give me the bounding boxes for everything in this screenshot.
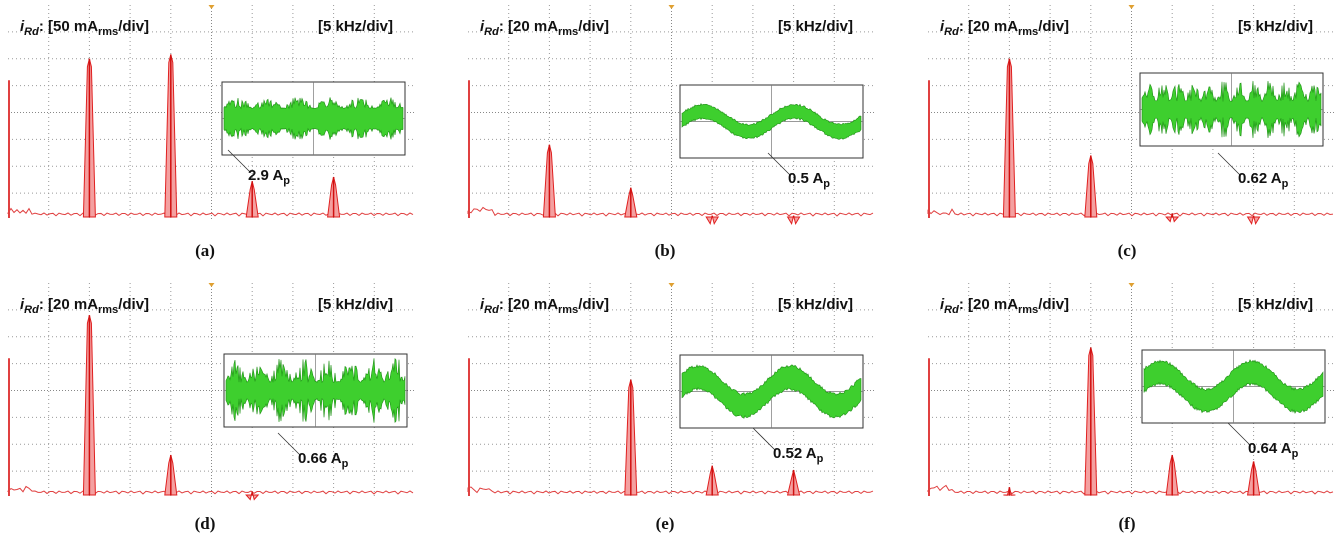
scope-panel: 2.9 Ap iRd: [50 mArms/div] [5 kHz/div] bbox=[8, 5, 415, 220]
caption: (b) bbox=[655, 241, 676, 260]
amplitude-text: 0.52 A bbox=[773, 445, 817, 462]
scope-panel: 0.5 Ap iRd: [20 mArms/div] [5 kHz/div] bbox=[468, 5, 875, 224]
waveform-inset bbox=[1142, 350, 1325, 423]
signal-sub: Rd bbox=[484, 304, 499, 316]
amplitude-sub: p bbox=[1292, 448, 1299, 460]
signal-sub: Rd bbox=[24, 304, 39, 316]
amplitude-text: 0.62 A bbox=[1238, 170, 1282, 187]
waveform-inset bbox=[1140, 73, 1323, 146]
freq-scale: [5 kHz/div] bbox=[318, 296, 393, 313]
scope-panel: 0.66 Ap iRd: [20 mArms/div] [5 kHz/div] bbox=[8, 283, 415, 500]
scale-end: /div] bbox=[578, 18, 609, 35]
scale-end: /div] bbox=[1038, 18, 1069, 35]
scale-sub: rms bbox=[98, 26, 118, 38]
amplitude-sub: p bbox=[1282, 178, 1289, 190]
amplitude-sub: p bbox=[342, 458, 349, 470]
scale-sub: rms bbox=[558, 304, 578, 316]
caption: (c) bbox=[1118, 241, 1137, 260]
scale-end: /div] bbox=[578, 296, 609, 313]
amplitude-sub: p bbox=[823, 178, 830, 190]
freq-scale: [5 kHz/div] bbox=[778, 18, 853, 35]
scale-text: : [50 mA bbox=[39, 18, 98, 35]
caption: (a) bbox=[195, 241, 215, 260]
signal-sub: Rd bbox=[944, 304, 959, 316]
amplitude-text: 0.5 A bbox=[788, 170, 823, 187]
freq-scale: [5 kHz/div] bbox=[1238, 18, 1313, 35]
signal-sub: Rd bbox=[24, 26, 39, 38]
waveform-inset bbox=[224, 354, 407, 427]
scale-sub: rms bbox=[98, 304, 118, 316]
amplitude-sub: p bbox=[817, 453, 824, 465]
scope-panel: 0.64 ApiRd: [20 mArms/div] [5 kHz/div] bbox=[928, 283, 1335, 498]
scale-text: : [20 mA bbox=[39, 296, 98, 313]
waveform-inset bbox=[680, 85, 863, 158]
caption: (f) bbox=[1119, 514, 1136, 533]
scale-end: /div] bbox=[1038, 296, 1069, 313]
waveform-inset bbox=[680, 355, 863, 428]
scale-sub: rms bbox=[1018, 304, 1038, 316]
scale-sub: rms bbox=[558, 26, 578, 38]
amplitude-text: 2.9 A bbox=[248, 167, 283, 184]
freq-scale: [5 kHz/div] bbox=[1238, 296, 1313, 313]
amplitude-sub: p bbox=[283, 175, 290, 187]
scale-end: /div] bbox=[118, 296, 149, 313]
signal-sub: Rd bbox=[484, 26, 499, 38]
scale-text: : [20 mA bbox=[959, 296, 1018, 313]
scale-text: : [20 mA bbox=[499, 296, 558, 313]
signal-sub: Rd bbox=[944, 26, 959, 38]
caption: (e) bbox=[656, 514, 675, 533]
caption: (d) bbox=[195, 514, 216, 533]
freq-scale: [5 kHz/div] bbox=[778, 296, 853, 313]
amplitude-text: 0.64 A bbox=[1248, 440, 1292, 457]
scale-end: /div] bbox=[118, 18, 149, 35]
scale-text: : [20 mA bbox=[499, 18, 558, 35]
scope-panel: 0.52 Ap iRd: [20 mArms/div] [5 kHz/div] bbox=[468, 283, 875, 498]
amplitude-text: 0.66 A bbox=[298, 450, 342, 467]
scope-panel: 0.62 ApiRd: [20 mArms/div] [5 kHz/div] bbox=[928, 5, 1335, 224]
scale-text: : [20 mA bbox=[959, 18, 1018, 35]
freq-scale: [5 kHz/div] bbox=[318, 18, 393, 35]
scale-sub: rms bbox=[1018, 26, 1038, 38]
waveform-inset bbox=[222, 82, 405, 155]
